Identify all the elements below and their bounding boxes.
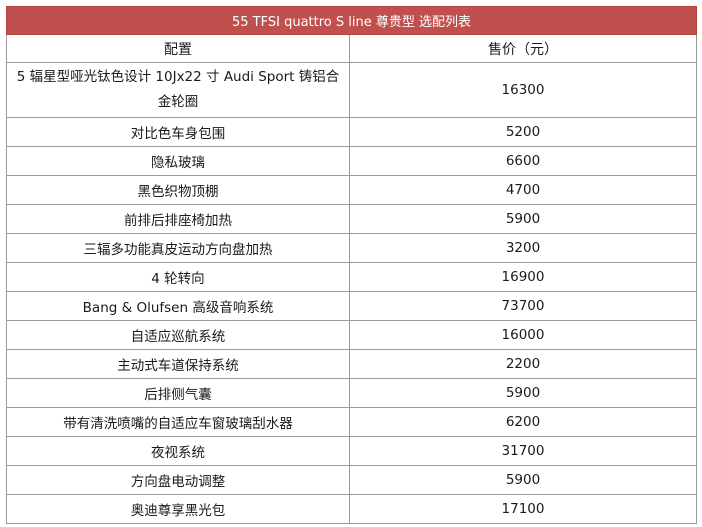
option-price: 6600 xyxy=(349,146,697,176)
table-row: 方向盘电动调整 5900 xyxy=(6,465,697,495)
option-name: 4 轮转向 xyxy=(6,262,350,292)
option-price: 3200 xyxy=(349,233,697,263)
options-price-table: 55 TFSI quattro S line 尊贵型 选配列表 配置 售价（元）… xyxy=(6,6,697,524)
option-name: 带有清洗喷嘴的自适应车窗玻璃刮水器 xyxy=(6,407,350,437)
option-price: 5200 xyxy=(349,117,697,147)
option-price: 5900 xyxy=(349,378,697,408)
table-header-row: 配置 售价（元） xyxy=(6,34,697,63)
option-name: 自适应巡航系统 xyxy=(6,320,350,350)
option-price: 16900 xyxy=(349,262,697,292)
option-name: 5 辐星型哑光钛色设计 10Jx22 寸 Audi Sport 铸铝合金轮圈 xyxy=(6,62,350,118)
table-row: 5 辐星型哑光钛色设计 10Jx22 寸 Audi Sport 铸铝合金轮圈 1… xyxy=(6,62,697,118)
table-row: 前排后排座椅加热 5900 xyxy=(6,204,697,234)
option-name: 对比色车身包围 xyxy=(6,117,350,147)
table-row: 主动式车道保持系统 2200 xyxy=(6,349,697,379)
option-name: 隐私玻璃 xyxy=(6,146,350,176)
column-header-price: 售价（元） xyxy=(349,34,697,63)
option-name: 方向盘电动调整 xyxy=(6,465,350,495)
option-name: 后排侧气囊 xyxy=(6,378,350,408)
option-price: 5900 xyxy=(349,204,697,234)
table-row: 4 轮转向 16900 xyxy=(6,262,697,292)
option-name: 夜视系统 xyxy=(6,436,350,466)
table-row: 带有清洗喷嘴的自适应车窗玻璃刮水器 6200 xyxy=(6,407,697,437)
table-row: 对比色车身包围 5200 xyxy=(6,117,697,147)
table-row: 自适应巡航系统 16000 xyxy=(6,320,697,350)
column-header-config: 配置 xyxy=(6,34,350,63)
option-name: 主动式车道保持系统 xyxy=(6,349,350,379)
option-price: 5900 xyxy=(349,465,697,495)
table-row: 三辐多功能真皮运动方向盘加热 3200 xyxy=(6,233,697,263)
table-title: 55 TFSI quattro S line 尊贵型 选配列表 xyxy=(6,6,697,35)
option-price: 73700 xyxy=(349,291,697,321)
option-name: 前排后排座椅加热 xyxy=(6,204,350,234)
option-price: 16300 xyxy=(349,62,697,118)
option-price: 16000 xyxy=(349,320,697,350)
option-price: 4700 xyxy=(349,175,697,205)
option-price: 6200 xyxy=(349,407,697,437)
table-title-row: 55 TFSI quattro S line 尊贵型 选配列表 xyxy=(6,6,697,35)
option-name: 黑色织物顶棚 xyxy=(6,175,350,205)
option-price: 17100 xyxy=(349,494,697,524)
option-name: Bang & Olufsen 高级音响系统 xyxy=(6,291,350,321)
table-row: 隐私玻璃 6600 xyxy=(6,146,697,176)
table-row: 夜视系统 31700 xyxy=(6,436,697,466)
table-row: 黑色织物顶棚 4700 xyxy=(6,175,697,205)
option-name: 奥迪尊享黑光包 xyxy=(6,494,350,524)
table-row: 奥迪尊享黑光包 17100 xyxy=(6,494,697,524)
table-row: Bang & Olufsen 高级音响系统 73700 xyxy=(6,291,697,321)
option-price: 2200 xyxy=(349,349,697,379)
table-row: 后排侧气囊 5900 xyxy=(6,378,697,408)
option-name: 三辐多功能真皮运动方向盘加热 xyxy=(6,233,350,263)
option-price: 31700 xyxy=(349,436,697,466)
